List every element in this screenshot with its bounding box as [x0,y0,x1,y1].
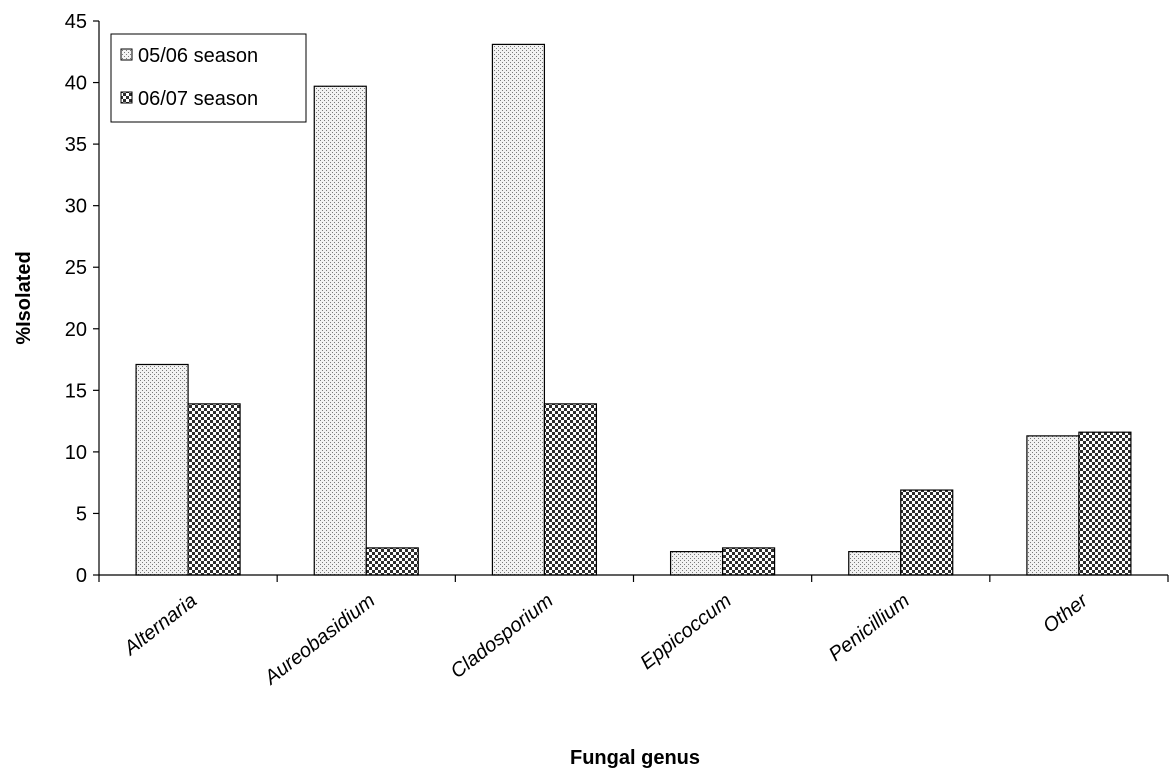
legend-box [110,33,307,123]
x-tick-label-alternaria: Alternaria [119,590,201,661]
x-tick-label-aureobasidium: Aureobasidium [260,590,379,690]
y-tick-label-30: 30 [65,196,87,218]
bar-cladosporium-series-2 [543,403,598,576]
bar-other-series-1 [1026,435,1080,576]
bar-aureobasidium-series-2 [365,547,419,576]
bar-alternaria-series-1 [135,363,189,576]
bar-aureobasidium-series-1 [313,85,367,576]
bar-alternaria-series-2 [187,403,241,576]
y-tick-label-35: 35 [65,134,87,156]
x-axis-title: Fungal genus [570,747,700,769]
y-axis-title: %Isolated [13,251,35,344]
x-tick-label-other: Other [1039,589,1093,638]
legend-swatch-0607 [120,91,133,104]
legend-swatch-0506 [120,48,133,61]
y-tick-label-10: 10 [65,442,87,464]
plot-area [135,43,1132,576]
y-tick-label-0: 0 [76,565,87,587]
y-tick-label-15: 15 [65,380,87,402]
y-tick-label-45: 45 [65,11,87,33]
legend-label-0607: 06/07 season [138,88,258,110]
y-tick-label-5: 5 [76,503,87,525]
bar-cladosporium-series-1 [491,43,546,576]
bar-eppicoccum-series-2 [721,547,776,576]
x-tick-label-eppicoccum: Eppicoccum [636,590,735,674]
bar-penicillium-series-2 [900,489,954,576]
y-tick-label-40: 40 [65,73,87,95]
y-tick-label-20: 20 [65,319,87,341]
y-tick-label-25: 25 [65,257,87,279]
bar-other-series-2 [1078,431,1132,576]
x-tick-label-penicillium: Penicillium [825,590,914,666]
legend-label-0506: 05/06 season [138,45,258,67]
bar-eppicoccum-series-1 [669,551,724,576]
legend: 05/06 season 06/07 season [110,33,307,123]
x-tick-label-cladosporium: Cladosporium [447,590,558,683]
bar-penicillium-series-1 [848,551,902,576]
